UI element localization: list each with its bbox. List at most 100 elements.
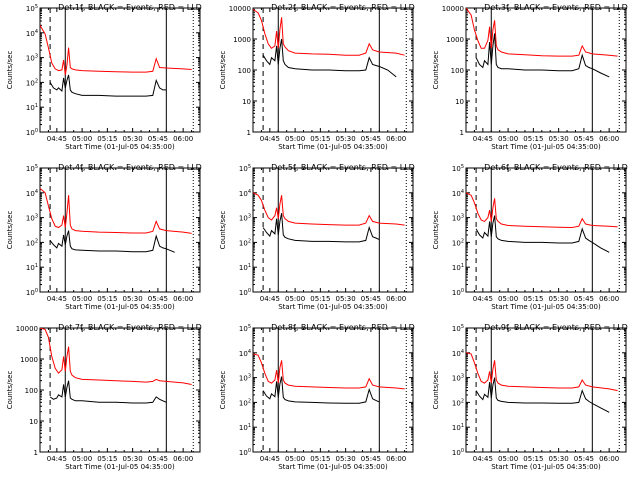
y-tick-label: 100: [452, 288, 464, 297]
y-tick-label: 1: [34, 449, 38, 457]
y-tick-exponent: 0: [248, 288, 251, 294]
y-tick-exponent: 5: [35, 4, 38, 10]
y-tick-label: 100: [452, 448, 464, 457]
y-tick-exponent: 2: [35, 238, 38, 244]
x-tick-label: 05:30: [336, 295, 356, 303]
x-axis-label: Start Time (01-Jul-05 04:35:00): [278, 463, 388, 471]
chart-panel-6: Det 6f, BLACK = Events, RED = LLD1001011…: [432, 163, 628, 311]
plot-frame: [252, 327, 414, 453]
x-tick-label: 05:15: [310, 135, 330, 143]
series-line-events: [475, 215, 610, 253]
y-tick-exponent: 4: [35, 189, 38, 195]
x-tick-label: 04:45: [260, 455, 280, 463]
y-tick-exponent: 5: [248, 324, 251, 330]
y-tick-label: 104: [452, 349, 464, 358]
x-tick-label: 05:00: [498, 455, 518, 463]
x-tick-label: 06:00: [173, 295, 193, 303]
y-tick-label: 10: [242, 98, 251, 106]
x-tick-label: 05:45: [574, 135, 594, 143]
y-tick-label: 10: [29, 418, 38, 426]
y-tick-label: 10000: [229, 5, 251, 13]
x-tick-label: 05:30: [123, 135, 143, 143]
y-tick-exponent: 2: [461, 238, 464, 244]
x-tick-label: 06:00: [386, 455, 406, 463]
y-tick-label: 102: [26, 238, 38, 247]
x-tick-label: 04:45: [47, 455, 67, 463]
y-tick-label: 10000: [442, 5, 464, 13]
plot-frame: [252, 167, 414, 293]
x-tick-label: 05:45: [574, 455, 594, 463]
x-tick-label: 05:15: [310, 455, 330, 463]
x-tick-label: 05:15: [97, 455, 117, 463]
y-axis-label: Counts/sec: [432, 371, 440, 410]
y-tick-label: 101: [452, 423, 464, 432]
y-tick-exponent: 1: [461, 263, 464, 269]
y-tick-label: 105: [26, 4, 38, 13]
y-tick-exponent: 2: [35, 78, 38, 84]
x-tick-label: 06:00: [386, 135, 406, 143]
chart-panel-7: Det 7f, BLACK = Events, RED = LLD1101001…: [6, 323, 202, 471]
x-tick-label: 04:45: [47, 295, 67, 303]
y-tick-label: 100: [26, 128, 38, 137]
y-tick-label: 103: [239, 374, 251, 383]
y-tick-label: 1: [247, 129, 251, 137]
y-tick-label: 104: [26, 29, 38, 38]
x-tick-label: 05:45: [361, 135, 381, 143]
x-tick-label: 05:15: [523, 455, 543, 463]
y-tick-exponent: 5: [35, 164, 38, 170]
series-line-events: [475, 33, 610, 78]
y-tick-exponent: 1: [35, 263, 38, 269]
x-tick-label: 05:15: [523, 135, 543, 143]
y-tick-exponent: 3: [461, 214, 464, 220]
x-tick-label: 06:00: [173, 135, 193, 143]
x-axis-label: Start Time (01-Jul-05 04:35:00): [491, 303, 601, 311]
series-line-lld: [40, 25, 192, 75]
y-tick-exponent: 1: [248, 423, 251, 429]
y-axis-label: Counts/sec: [219, 51, 227, 90]
series-line-events: [262, 213, 380, 243]
series-line-lld: [466, 352, 618, 392]
y-tick-label: 104: [26, 189, 38, 198]
y-tick-label: 102: [452, 238, 464, 247]
y-tick-label: 101: [26, 263, 38, 272]
x-tick-label: 05:45: [361, 295, 381, 303]
series-line-events: [49, 230, 175, 253]
y-axis-label: Counts/sec: [219, 211, 227, 250]
y-tick-exponent: 2: [248, 398, 251, 404]
x-tick-label: 06:00: [386, 295, 406, 303]
y-axis-label: Counts/sec: [432, 51, 440, 90]
x-tick-label: 04:45: [260, 295, 280, 303]
y-tick-exponent: 3: [35, 214, 38, 220]
series-line-lld: [40, 188, 192, 234]
series-line-lld: [466, 192, 618, 229]
y-tick-label: 101: [239, 423, 251, 432]
y-tick-exponent: 0: [248, 448, 251, 454]
y-tick-label: 101: [26, 103, 38, 112]
x-tick-label: 04:45: [473, 135, 493, 143]
y-tick-label: 101: [239, 263, 251, 272]
y-tick-label: 1: [460, 129, 464, 137]
x-tick-label: 05:00: [285, 455, 305, 463]
x-tick-label: 05:45: [574, 295, 594, 303]
y-tick-exponent: 3: [248, 374, 251, 380]
x-axis-label: Start Time (01-Jul-05 04:35:00): [491, 463, 601, 471]
y-axis-label: Counts/sec: [6, 51, 14, 90]
x-tick-label: 05:15: [97, 135, 117, 143]
x-tick-label: 05:15: [523, 295, 543, 303]
x-axis-label: Start Time (01-Jul-05 04:35:00): [278, 303, 388, 311]
chart-panel-8: Det 8f, BLACK = Events, RED = LLD1001011…: [219, 323, 415, 471]
series-line-lld: [253, 8, 405, 56]
y-tick-label: 1000: [233, 36, 251, 44]
x-axis-label: Start Time (01-Jul-05 04:35:00): [278, 143, 388, 151]
y-tick-label: 102: [239, 238, 251, 247]
chart-panel-4: Det 4f, BLACK = Events, RED = LLD1001011…: [6, 163, 202, 311]
y-tick-label: 100: [451, 67, 464, 75]
y-tick-label: 103: [452, 374, 464, 383]
y-tick-label: 103: [26, 214, 38, 223]
plot-frame: [465, 167, 627, 293]
series-line-events: [49, 380, 167, 404]
y-tick-exponent: 0: [35, 128, 38, 134]
series-line-lld: [466, 8, 618, 57]
y-tick-label: 100: [238, 67, 251, 75]
series-line-events: [49, 74, 167, 97]
